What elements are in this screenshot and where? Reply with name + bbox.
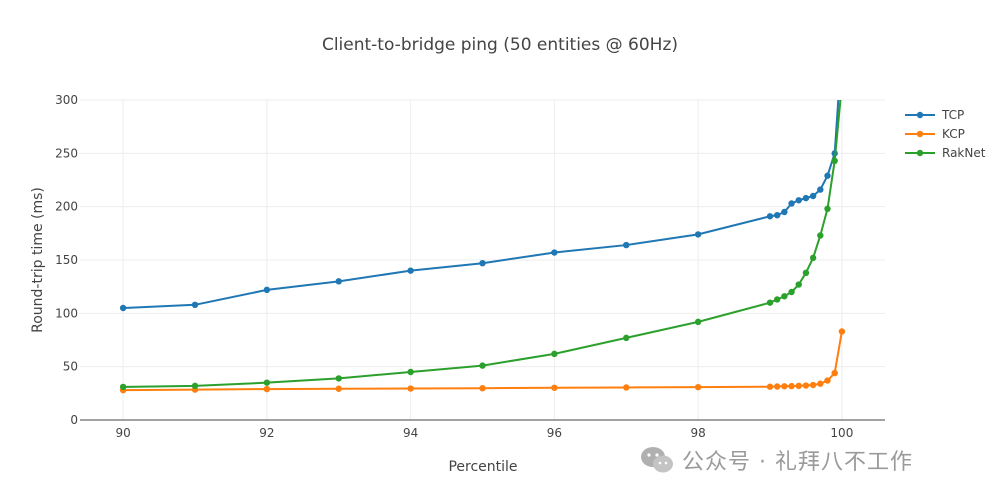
data-point-kcp <box>479 385 486 392</box>
x-tick-label: 94 <box>403 426 418 440</box>
data-point-tcp <box>551 249 558 256</box>
data-point-raknet <box>407 368 414 376</box>
data-point-tcp <box>809 192 817 200</box>
legend-item-kcp[interactable]: KCP <box>905 127 965 141</box>
legend-swatch-marker <box>916 130 924 138</box>
data-point-kcp <box>551 384 558 391</box>
legend-label: TCP <box>941 108 964 122</box>
plot-area <box>119 100 846 394</box>
watermark: 公众号 · 礼拜八不工作 <box>640 444 913 476</box>
y-tick-labels: 0 50 100 150 200 250 300 <box>55 93 78 427</box>
data-point-raknet <box>781 293 788 300</box>
data-point-raknet <box>766 299 774 306</box>
data-point-tcp <box>407 267 414 274</box>
data-point-raknet <box>694 318 702 326</box>
data-point-tcp <box>191 301 199 308</box>
data-point-kcp <box>824 377 831 384</box>
data-point-tcp <box>335 278 342 285</box>
legend-item-raknet[interactable]: RakNet <box>905 146 986 160</box>
data-point-kcp <box>781 383 788 390</box>
data-point-raknet <box>817 232 824 239</box>
data-point-tcp <box>817 186 824 193</box>
watermark-text: 公众号 · 礼拜八不工作 <box>682 450 913 475</box>
data-point-kcp <box>335 385 342 392</box>
y-axis-title: Round-trip time (ms) <box>30 187 46 333</box>
x-axis-title: Percentile <box>448 459 517 475</box>
legend-swatch-marker <box>916 149 924 157</box>
series-line-kcp <box>123 331 843 392</box>
data-point-tcp <box>802 194 810 202</box>
data-point-kcp <box>773 383 781 390</box>
data-point-kcp <box>623 384 630 391</box>
series-line-tcp <box>123 100 840 309</box>
chart-title: Client-to-bridge ping (50 entities @ 60H… <box>322 35 678 55</box>
y-tick-label: 50 <box>63 360 78 374</box>
series-tcp <box>119 100 840 312</box>
x-tick-label: 98 <box>690 426 705 440</box>
series-kcp <box>119 328 846 394</box>
y-tick-label: 250 <box>55 146 78 160</box>
data-point-kcp <box>766 383 774 390</box>
x-tick-label: 96 <box>547 426 562 440</box>
series-raknet <box>119 100 842 391</box>
data-point-raknet <box>824 205 831 212</box>
x-tick-label: 100 <box>830 426 853 440</box>
data-point-tcp <box>694 231 702 238</box>
data-point-kcp <box>788 382 795 390</box>
data-point-tcp <box>773 212 781 219</box>
data-point-tcp <box>824 172 831 179</box>
data-point-raknet <box>263 379 271 386</box>
legend-swatch-marker <box>916 111 924 119</box>
legend-label: KCP <box>942 127 965 141</box>
data-point-kcp <box>809 381 817 389</box>
data-point-kcp <box>795 382 802 390</box>
legend-label: RakNet <box>942 146 986 160</box>
data-point-raknet <box>191 382 199 390</box>
legend[interactable]: TCP KCP RakNet <box>905 108 986 160</box>
x-tick-label: 92 <box>259 426 274 440</box>
data-point-kcp <box>817 380 824 387</box>
data-point-raknet <box>802 269 810 276</box>
data-point-raknet <box>119 383 127 391</box>
data-point-raknet <box>479 362 486 369</box>
data-point-raknet <box>551 350 558 358</box>
data-point-raknet <box>773 296 781 303</box>
x-tick-label: 90 <box>115 426 130 440</box>
legend-item-tcp[interactable]: TCP <box>905 108 964 122</box>
y-tick-label: 300 <box>55 93 78 107</box>
grid <box>80 99 885 420</box>
data-point-raknet <box>831 157 838 164</box>
data-point-raknet <box>795 281 802 288</box>
data-point-tcp <box>263 286 271 294</box>
data-point-kcp <box>831 369 838 377</box>
data-point-raknet <box>623 334 630 342</box>
data-point-kcp <box>802 382 810 389</box>
y-tick-label: 0 <box>70 413 78 427</box>
data-point-tcp <box>788 200 795 207</box>
data-point-tcp <box>766 213 774 220</box>
data-point-tcp <box>795 197 802 204</box>
data-point-tcp <box>623 241 630 249</box>
y-tick-label: 200 <box>55 200 78 214</box>
data-point-kcp <box>407 385 414 392</box>
data-point-raknet <box>788 288 795 296</box>
series-line-raknet <box>123 100 842 388</box>
y-tick-label: 150 <box>55 253 78 267</box>
data-point-kcp <box>263 385 271 393</box>
data-point-raknet <box>335 375 342 382</box>
data-point-kcp <box>694 383 702 391</box>
y-tick-label: 100 <box>55 306 78 320</box>
x-tick-labels: 90 92 94 96 98 100 <box>115 426 853 440</box>
data-point-tcp <box>781 208 788 216</box>
data-point-raknet <box>809 254 817 262</box>
data-point-kcp <box>838 328 846 335</box>
data-point-tcp <box>119 304 127 312</box>
data-point-tcp <box>479 260 486 267</box>
wechat-icon <box>641 447 673 473</box>
